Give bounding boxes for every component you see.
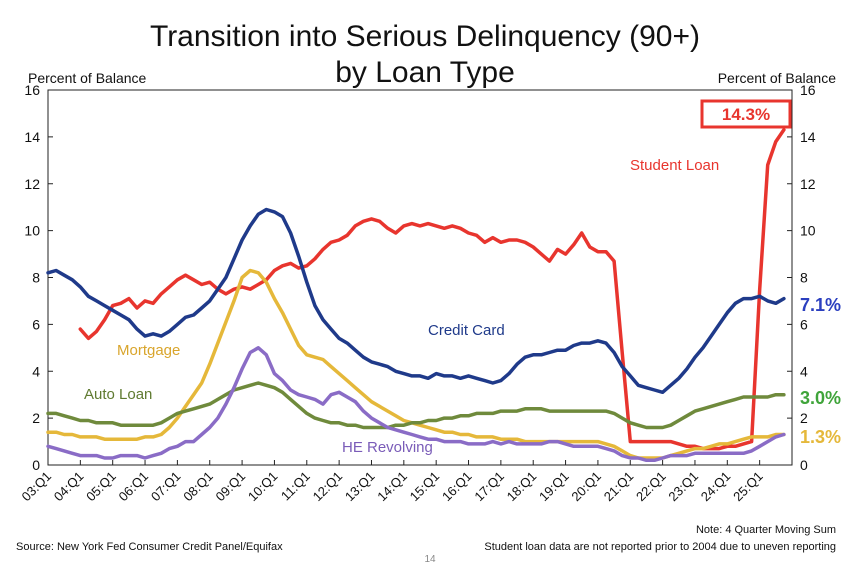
reporting-note: Student loan data are not reported prior… — [484, 541, 836, 553]
student-loan-label: Student Loan — [630, 157, 719, 174]
x-tick-label: 12:Q1 — [310, 469, 346, 505]
y-tick-label-right: 2 — [800, 410, 808, 426]
y-tick-label-right: 4 — [800, 363, 808, 379]
y-tick-label-left: 8 — [32, 270, 40, 286]
right-axis-label: Percent of Balance — [718, 70, 837, 86]
x-tick-label: 09:Q1 — [213, 469, 249, 505]
page-number: 14 — [424, 554, 436, 565]
auto-loan-label: Auto Loan — [84, 386, 152, 403]
right-y-ticks: 0 2 4 6 8 10 12 14 16 — [787, 82, 816, 473]
x-tick-label: 07:Q1 — [148, 469, 184, 505]
y-tick-label-left: 16 — [24, 82, 40, 98]
y-tick-label-left: 4 — [32, 363, 40, 379]
chart-title-line-2: by Loan Type — [335, 56, 515, 89]
left-axis-label: Percent of Balance — [28, 70, 147, 86]
student-loan-callout-box — [700, 99, 792, 129]
x-tick-label: 17:Q1 — [471, 469, 507, 505]
x-tick-label: 24:Q1 — [698, 469, 734, 505]
y-tick-label-left: 10 — [24, 223, 40, 239]
y-tick-label-right: 10 — [800, 223, 816, 239]
mortgage-end-value: 1.3% — [800, 427, 841, 447]
y-tick-label-left: 12 — [24, 176, 40, 192]
x-tick-label: 11:Q1 — [278, 469, 313, 504]
x-tick-label: 25:Q1 — [730, 469, 766, 505]
series-line-student-loan — [78, 128, 786, 451]
x-tick-label: 20:Q1 — [568, 469, 604, 505]
auto-loan-end-value: 3.0% — [800, 388, 841, 408]
y-tick-label-right: 16 — [800, 82, 816, 98]
x-tick-label: 23:Q1 — [665, 469, 701, 505]
left-y-ticks: 0 2 4 6 8 10 12 14 16 — [24, 82, 53, 473]
credit-card-end-value: 7.1% — [800, 295, 841, 315]
y-tick-label-left: 0 — [32, 457, 40, 473]
x-tick-label: 05:Q1 — [83, 469, 119, 505]
mortgage-label: Mortgage — [117, 342, 180, 359]
y-tick-label-right: 12 — [800, 176, 816, 192]
series-lines — [46, 128, 786, 463]
y-tick-label-left: 6 — [32, 316, 40, 332]
y-tick-label-left: 14 — [24, 129, 40, 145]
chart-title-line-1: Transition into Serious Delinquency (90+… — [150, 20, 700, 53]
x-tick-label: 13:Q1 — [342, 469, 378, 505]
series-line-auto-loan — [46, 381, 786, 430]
x-tick-label: 15:Q1 — [407, 469, 443, 505]
credit-card-label: Credit Card — [428, 322, 505, 339]
x-tick-label: 14:Q1 — [374, 469, 410, 505]
x-tick-label: 19:Q1 — [536, 469, 572, 505]
series-line-credit-card — [46, 207, 786, 395]
student-loan-callout-value: 14.3% — [722, 105, 770, 124]
source-note: Source: New York Fed Consumer Credit Pan… — [16, 541, 283, 553]
series-line-he-revolving — [46, 346, 786, 463]
moving-sum-note: Note: 4 Quarter Moving Sum — [696, 524, 836, 536]
x-tick-label: 03:Q1 — [18, 469, 54, 505]
y-tick-label-left: 2 — [32, 410, 40, 426]
x-tick-label: 04:Q1 — [51, 469, 87, 505]
x-tick-label: 16:Q1 — [439, 469, 475, 505]
plot-area-frame — [47, 89, 793, 466]
x-tick-label: 21:Q1 — [601, 469, 637, 505]
y-tick-label-right: 6 — [800, 316, 808, 332]
x-tick-label: 08:Q1 — [180, 469, 216, 505]
he-revolving-label: HE Revolving — [342, 439, 433, 456]
x-tick-label: 06:Q1 — [116, 469, 152, 505]
y-tick-label-right: 0 — [800, 457, 808, 473]
y-tick-label-right: 14 — [800, 129, 816, 145]
x-tick-label: 22:Q1 — [633, 469, 669, 505]
x-tick-label: 10:Q1 — [245, 469, 281, 505]
x-ticks: 03:Q104:Q105:Q106:Q107:Q108:Q109:Q110:Q1… — [18, 460, 766, 505]
x-tick-label: 18:Q1 — [504, 469, 540, 505]
y-tick-label-right: 8 — [800, 270, 808, 286]
